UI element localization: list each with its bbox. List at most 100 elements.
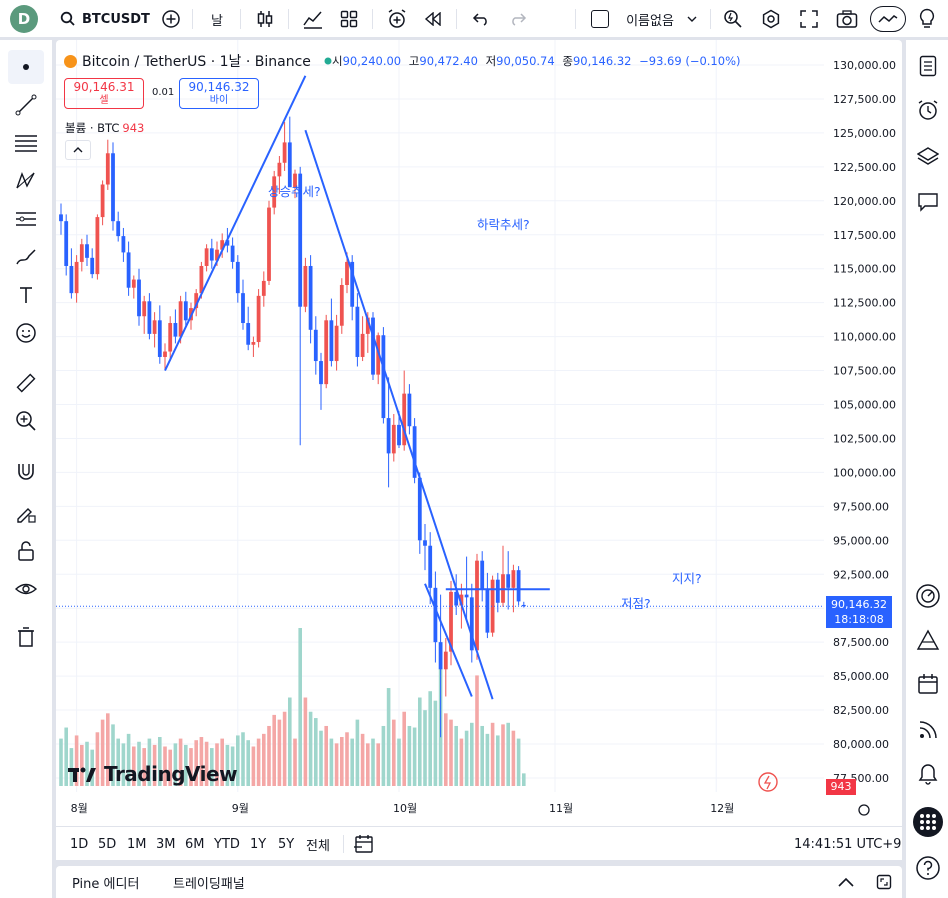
dot-cursor-icon: [23, 64, 29, 70]
help-button[interactable]: [912, 852, 944, 884]
redo-button[interactable]: [505, 0, 531, 38]
pattern-tool[interactable]: [8, 164, 44, 198]
range-6m[interactable]: 6M: [185, 836, 205, 852]
chart-pane[interactable]: 77,500.00 80,000.00 82,500.00 85,000.00 87,5…: [56, 40, 902, 858]
alerts-button[interactable]: [912, 94, 944, 126]
candle-body: [183, 301, 188, 321]
volume-bar: [412, 727, 417, 786]
tv-logo-icon: [68, 767, 96, 782]
range-1m[interactable]: 1M: [127, 836, 147, 852]
target-button[interactable]: [912, 580, 944, 612]
indicators-icon: [303, 11, 322, 29]
candle-body: [157, 320, 162, 357]
y-tick-label: 112,500.00: [833, 297, 896, 310]
lightbulb-icon: [919, 8, 935, 28]
range-3m[interactable]: 3M: [156, 836, 176, 852]
remove-drawings-tool[interactable]: [8, 620, 44, 654]
pyramid-button[interactable]: [912, 624, 944, 656]
volume-bar: [470, 722, 474, 786]
volume-bar: [59, 738, 63, 786]
layout-checkbox[interactable]: [588, 0, 612, 38]
y-tick-label: 120,000.00: [833, 195, 896, 208]
trendline: [424, 583, 473, 697]
emoji-tool[interactable]: [8, 316, 44, 350]
volume-bar: [262, 733, 266, 786]
lock-drawings-tool[interactable]: [8, 496, 44, 530]
templates-button[interactable]: [336, 0, 362, 38]
visibility-tool[interactable]: [8, 572, 44, 606]
compare-button[interactable]: [158, 0, 184, 38]
high-label: 고: [408, 54, 420, 68]
sell-button[interactable]: 90,146.31 셀: [64, 78, 144, 109]
range-5y[interactable]: 5Y: [278, 836, 295, 852]
chart-type-button[interactable]: [252, 0, 278, 38]
user-avatar[interactable]: D: [10, 5, 38, 33]
candle-body: [355, 306, 360, 357]
alert-button[interactable]: [384, 0, 410, 38]
text-icon: [20, 287, 32, 303]
trendline-tool[interactable]: [8, 88, 44, 122]
collapse-legend-button[interactable]: [65, 140, 91, 160]
clock-timezone[interactable]: 14:41:51 UTC+9: [794, 836, 902, 852]
range-ytd[interactable]: YTD: [214, 836, 240, 852]
streams-button[interactable]: [912, 714, 944, 746]
quick-search-button[interactable]: [720, 0, 746, 38]
cursor-tool[interactable]: [8, 50, 44, 84]
settings-button[interactable]: [758, 0, 784, 38]
goto-date-button[interactable]: [354, 827, 376, 861]
current-price-label: 90,146.32 18:18:08: [826, 596, 892, 628]
data-window-button[interactable]: [912, 140, 944, 172]
range-1y[interactable]: 1Y: [250, 836, 267, 852]
tab-pine-editor[interactable]: Pine 에디터: [72, 876, 140, 892]
fib-tool[interactable]: [8, 126, 44, 160]
publish-button[interactable]: [868, 0, 908, 38]
volume-bar: [64, 727, 68, 786]
magnet-tool[interactable]: [8, 454, 44, 488]
y-tick-label: 105,000.00: [833, 399, 896, 412]
measure-tool[interactable]: [8, 366, 44, 400]
zoom-tool[interactable]: [8, 404, 44, 438]
range-5d[interactable]: 5D: [98, 836, 117, 852]
indicators-button[interactable]: [300, 0, 326, 38]
candle-body: [449, 591, 453, 652]
expand-panel-button[interactable]: [838, 866, 854, 898]
range-all[interactable]: 전체: [306, 838, 330, 854]
more-button[interactable]: [912, 806, 944, 838]
camera-icon: [836, 10, 858, 28]
snapshot-button[interactable]: [834, 0, 860, 38]
bar-countdown: 18:18:08: [834, 613, 884, 626]
high-value: 90,472.40: [419, 54, 478, 68]
volume-bar: [90, 749, 94, 786]
undo-button[interactable]: [468, 0, 494, 38]
candle-body: [339, 284, 344, 326]
fullscreen-button[interactable]: [796, 0, 822, 38]
brush-tool[interactable]: [8, 240, 44, 274]
interval-button[interactable]: 날: [211, 13, 223, 29]
volume-bar: [293, 738, 297, 786]
chat-button[interactable]: [912, 186, 944, 218]
plus-circle-icon: [162, 10, 180, 28]
volume-bar: [506, 722, 510, 786]
tab-trading-panel[interactable]: 트레이딩패널: [173, 876, 245, 892]
replay-button[interactable]: [420, 0, 446, 38]
ideas-button[interactable]: [914, 0, 940, 38]
forecast-tool[interactable]: [8, 202, 44, 236]
layout-name[interactable]: 이름없음: [626, 13, 674, 29]
symbol-search[interactable]: BTCUSDT: [60, 0, 150, 38]
candle-body: [298, 173, 303, 307]
price-chart[interactable]: 77,500.0080,000.0082,500.0085,000.0087,5…: [56, 40, 902, 826]
notifications-button[interactable]: [912, 758, 944, 790]
buy-button[interactable]: 90,146.32 바이: [179, 78, 259, 109]
calendar-button[interactable]: [912, 668, 944, 700]
candle-body: [319, 361, 323, 385]
candle-body: [173, 323, 178, 337]
lock-tool[interactable]: [8, 534, 44, 568]
volume-bar: [449, 719, 453, 786]
watchlist-button[interactable]: [912, 50, 944, 82]
text-tool[interactable]: [8, 278, 44, 312]
maximize-panel-button[interactable]: [876, 866, 892, 898]
range-1d[interactable]: 1D: [70, 836, 89, 852]
square-icon: [591, 10, 609, 28]
layout-dropdown[interactable]: [684, 0, 700, 38]
